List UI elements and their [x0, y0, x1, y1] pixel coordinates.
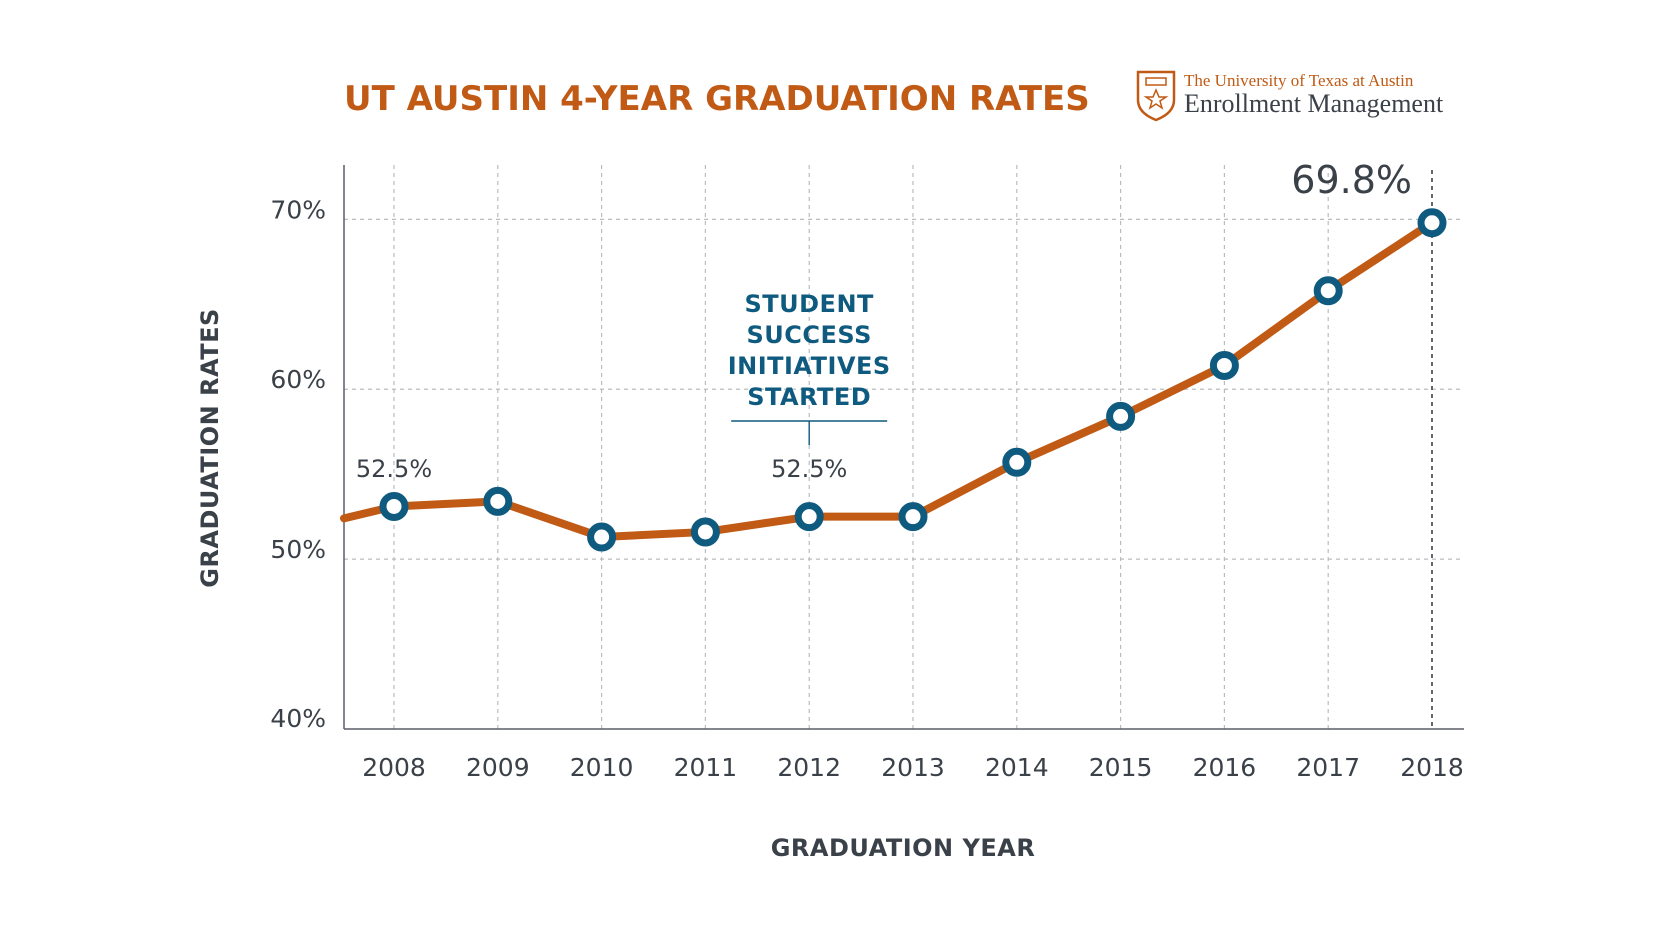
- data-label-2018: 69.8%: [1291, 158, 1412, 202]
- x-tick-label: 2009: [466, 753, 530, 782]
- x-tick-label: 2018: [1400, 753, 1464, 782]
- data-point-2018: [1417, 208, 1447, 238]
- annotation-text: SUCCESS: [747, 321, 872, 349]
- x-tick-label: 2014: [985, 753, 1049, 782]
- x-tick-label: 2015: [1089, 753, 1153, 782]
- x-tick-label: 2012: [777, 753, 841, 782]
- x-tick-label: 2010: [570, 753, 634, 782]
- x-tick-label: 2011: [674, 753, 738, 782]
- data-point-2017: [1313, 276, 1343, 306]
- data-labels: 52.5% 52.5% 69.8%: [356, 158, 1412, 483]
- data-point-2008: [379, 491, 409, 521]
- y-tick-label: 40%: [270, 704, 326, 733]
- y-tick-label: 60%: [270, 365, 326, 394]
- data-point-2012: [794, 502, 824, 532]
- x-tick-label: 2013: [881, 753, 945, 782]
- annotation-text: STUDENT: [744, 290, 874, 318]
- data-point-2014: [1002, 447, 1032, 477]
- data-point-2011: [690, 517, 720, 547]
- y-axis-label: GRADUATION RATES: [196, 308, 224, 588]
- university-logo: The University of Texas at Austin Enroll…: [1136, 70, 1444, 122]
- data-point-2013: [898, 502, 928, 532]
- data-point-2010: [587, 522, 617, 552]
- logo-text-department: Enrollment Management: [1184, 89, 1444, 118]
- series: [340, 208, 1447, 552]
- x-tick-label: 2008: [362, 753, 426, 782]
- annotation-text: STARTED: [747, 383, 871, 411]
- data-label-2008: 52.5%: [356, 455, 432, 483]
- chart-title: UT AUSTIN 4-YEAR GRADUATION RATES: [344, 79, 1090, 119]
- y-tick-label: 70%: [270, 195, 326, 224]
- data-label-2012: 52.5%: [771, 455, 847, 483]
- grid: [344, 165, 1464, 729]
- annotation: STUDENT SUCCESS INITIATIVES STARTED: [728, 290, 891, 445]
- logo-text-university: The University of Texas at Austin: [1184, 71, 1414, 90]
- y-tick-label: 50%: [270, 535, 326, 564]
- series-line: [340, 218, 1436, 542]
- shield-icon: [1136, 70, 1176, 122]
- data-point-2016: [1209, 350, 1239, 380]
- x-tick-label: 2016: [1193, 753, 1257, 782]
- data-point-2015: [1106, 401, 1136, 431]
- x-axis-label: GRADUATION YEAR: [771, 834, 1036, 862]
- x-tick-label: 2017: [1296, 753, 1360, 782]
- axes: [343, 165, 1464, 730]
- data-point-2009: [483, 486, 513, 516]
- annotation-text: INITIATIVES: [728, 352, 891, 380]
- tick-labels: 40% 50% 60% 70% 2008 2009 2010 2011 2012 2013 2014…: [270, 195, 1463, 782]
